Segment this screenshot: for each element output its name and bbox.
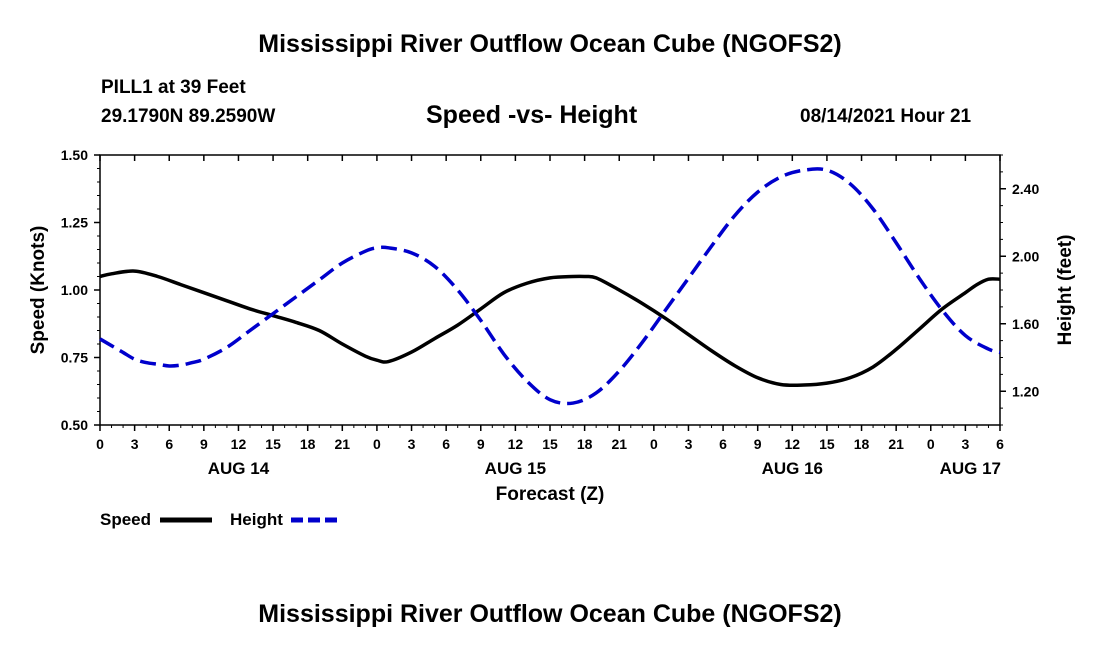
x-tick-label-20: 12 — [785, 436, 801, 452]
x-axis-label: Forecast (Z) — [496, 484, 605, 505]
series-line-height — [99, 167, 1001, 406]
x-tick-label-11: 9 — [477, 436, 485, 452]
chart-subtitle: Speed -vs- Height — [426, 101, 638, 129]
legend-label-speed: Speed — [100, 510, 151, 529]
x-tick-label-7: 21 — [335, 436, 351, 452]
x-tick-label-22: 18 — [854, 436, 870, 452]
y-tick-label-2: 1.00 — [61, 282, 88, 298]
page-title: Mississippi River Outflow Ocean Cube (NG… — [258, 30, 842, 58]
x-tick-label-17: 3 — [685, 436, 693, 452]
x-tick-label-16: 0 — [650, 436, 658, 452]
x-tick-label-24: 0 — [927, 436, 935, 452]
series-line-speed — [99, 269, 1001, 388]
x-tick-label-26: 6 — [996, 436, 1004, 452]
legend: Speed Height — [100, 510, 342, 529]
x-tick-label-8: 0 — [373, 436, 381, 452]
x-tick-label-5: 15 — [265, 436, 281, 452]
date-label-2: AUG 16 — [762, 459, 823, 478]
station-label: PILL1 at 39 Feet — [101, 77, 246, 98]
y2-tick-label-1: 1.60 — [1012, 316, 1039, 332]
x-tick-label-10: 6 — [442, 436, 450, 452]
x-tick-label-1: 3 — [131, 436, 139, 452]
x-tick-label-12: 12 — [508, 436, 524, 452]
date-label-3: AUG 17 — [940, 459, 1001, 478]
x-tick-label-0: 0 — [96, 436, 104, 452]
x-tick-label-18: 6 — [719, 436, 727, 452]
speed-height-chart: 0.50 0.75 1.00 1.25 1.50 1.20 1.60 2.00 2.40 0 3 6 9… — [28, 147, 1076, 529]
y2-tick-label-0: 1.20 — [1012, 383, 1039, 399]
x-tick-label-21: 15 — [819, 436, 835, 452]
x-tick-label-6: 18 — [300, 436, 316, 452]
x-tick-label-3: 9 — [200, 436, 208, 452]
y-axis-label-right: Height (feet) — [1055, 235, 1076, 346]
x-tick-label-15: 21 — [611, 436, 627, 452]
legend-label-height: Height — [230, 510, 283, 529]
date-label-1: AUG 15 — [485, 459, 546, 478]
y2-tick-label-2: 2.00 — [1012, 248, 1039, 264]
y-tick-label-4: 1.50 — [61, 147, 88, 163]
date-label-0: AUG 14 — [208, 459, 270, 478]
y2-tick-label-3: 2.40 — [1012, 181, 1039, 197]
x-tick-label-2: 6 — [165, 436, 173, 452]
x-tick-label-14: 18 — [577, 436, 593, 452]
plot-frame — [99, 154, 1001, 426]
x-tick-label-23: 21 — [888, 436, 904, 452]
page-footer-title: Mississippi River Outflow Ocean Cube (NG… — [258, 600, 842, 628]
x-tick-label-13: 15 — [542, 436, 558, 452]
x-tick-label-25: 3 — [961, 436, 969, 452]
x-tick-label-19: 9 — [754, 436, 762, 452]
station-coordinates: 29.1790N 89.2590W — [101, 106, 276, 127]
x-tick-label-4: 12 — [231, 436, 247, 452]
y-tick-label-1: 0.75 — [61, 350, 88, 366]
forecast-timestamp: 08/14/2021 Hour 21 — [800, 106, 972, 127]
y-tick-label-0: 0.50 — [61, 417, 88, 433]
y-axis-label-left: Speed (Knots) — [28, 226, 49, 355]
y-tick-label-3: 1.25 — [61, 215, 88, 231]
x-tick-label-9: 3 — [408, 436, 416, 452]
